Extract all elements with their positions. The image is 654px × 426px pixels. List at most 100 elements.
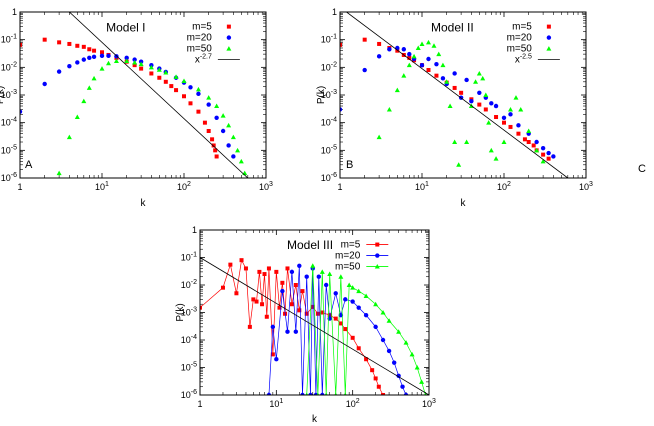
series-m-20-point bbox=[42, 81, 47, 87]
series-m-50-point bbox=[81, 98, 87, 104]
series-m-50-point bbox=[226, 122, 232, 128]
series-m-5-point bbox=[364, 357, 369, 362]
series-m-5-point bbox=[280, 280, 285, 285]
y-tick-label: 10-6 bbox=[1, 172, 17, 183]
series-m-5-point bbox=[274, 269, 279, 274]
series-m-20-point bbox=[106, 53, 111, 59]
x-tick-label: 1 bbox=[337, 182, 342, 192]
legend-label: m=20 bbox=[507, 33, 533, 44]
x-tick-label: 102 bbox=[177, 181, 191, 192]
series-m-20-point bbox=[477, 90, 482, 96]
series-m-50-point bbox=[513, 95, 519, 100]
legend-label: m=50 bbox=[507, 44, 533, 55]
y-axis-label: P(k) bbox=[175, 303, 186, 321]
series-m-5-point bbox=[343, 327, 348, 332]
series-m-5-point bbox=[477, 102, 482, 107]
series-m-50-point bbox=[310, 263, 316, 268]
series-m-20-point bbox=[434, 61, 439, 67]
series-m-5-point bbox=[320, 310, 325, 315]
series-m-50-point bbox=[338, 274, 344, 279]
series-m-20-point bbox=[297, 263, 302, 268]
series-m-20-point bbox=[350, 299, 355, 304]
series-x-2-5-line bbox=[346, 12, 569, 178]
y-tick-label: 10-1 bbox=[181, 252, 197, 263]
series-m-50-point bbox=[534, 147, 540, 153]
series-x-2-7-line bbox=[69, 12, 249, 178]
panel-letter: A bbox=[25, 159, 33, 171]
series-m-20-point bbox=[333, 291, 338, 296]
series-m-20-point bbox=[270, 324, 276, 330]
legend-label: m=5 bbox=[512, 22, 532, 33]
series-m-5-point bbox=[362, 37, 367, 42]
series-m-5-point bbox=[338, 321, 343, 326]
legend-label: m=20 bbox=[335, 251, 361, 262]
series-m-20-point bbox=[293, 329, 299, 334]
series-m-50-point bbox=[235, 147, 241, 153]
series-m-50-point bbox=[220, 113, 226, 118]
series-m-50-point bbox=[409, 351, 415, 357]
y-tick-label: 10-5 bbox=[1, 144, 17, 155]
legend: m=5m=20m=50x-2.7 bbox=[187, 22, 240, 66]
series-m-50-point bbox=[540, 158, 546, 164]
series-m-50-point bbox=[419, 379, 425, 384]
series-m-5-point bbox=[270, 352, 275, 357]
series-m-5-point bbox=[174, 88, 179, 93]
series-m-5-point bbox=[100, 50, 104, 55]
series-m-5-point bbox=[377, 41, 382, 46]
series-m-50-point bbox=[411, 53, 417, 59]
x-tick-label: 102 bbox=[497, 181, 511, 192]
series-m-5-point bbox=[254, 299, 259, 304]
series-m-20-point bbox=[387, 47, 392, 52]
series-m-5-point bbox=[243, 266, 248, 271]
legend-marker bbox=[375, 242, 380, 247]
series-m-5-point bbox=[81, 44, 86, 49]
series-m-20-point bbox=[362, 67, 367, 73]
series-m-50-point bbox=[425, 39, 431, 45]
plot-area bbox=[200, 257, 429, 395]
legend-marker bbox=[375, 253, 380, 258]
series-m-5-point bbox=[228, 262, 233, 267]
series-m-20-point bbox=[343, 297, 348, 302]
series-m-5-point bbox=[247, 324, 252, 329]
series-m-20-point bbox=[340, 107, 343, 112]
series-m-20-point bbox=[132, 57, 137, 62]
series-m-5-point bbox=[370, 368, 375, 373]
legend-marker bbox=[374, 264, 380, 269]
series-m-20-point bbox=[188, 85, 193, 90]
series-m-5-point bbox=[541, 152, 546, 157]
series-m-20-point bbox=[20, 109, 23, 114]
series-m-50-point bbox=[56, 170, 62, 176]
series-m-5-point bbox=[381, 393, 386, 395]
series-m-5-point bbox=[213, 148, 218, 153]
series-m-20-point bbox=[452, 71, 457, 76]
x-tick-label: 101 bbox=[415, 181, 429, 192]
series-m-5-point bbox=[211, 143, 216, 148]
series-m-50-point bbox=[415, 45, 421, 50]
series-m-5-point bbox=[297, 308, 302, 313]
series-m-20-point bbox=[280, 288, 285, 294]
series-m-50-point bbox=[124, 58, 130, 63]
chart-title: Model I bbox=[106, 20, 145, 34]
series-m-5-point bbox=[285, 266, 290, 271]
x-tick-label: 1 bbox=[197, 399, 202, 409]
legend: m=5m=20m=50x-2.5 bbox=[507, 22, 560, 66]
y-tick-label: 10-2 bbox=[1, 61, 17, 72]
series-m-5-point bbox=[210, 137, 215, 142]
series-m-50-point bbox=[334, 392, 338, 395]
series-m-20-point bbox=[534, 139, 539, 145]
series-m-5-point bbox=[182, 94, 186, 99]
series-m-20-point bbox=[196, 91, 201, 97]
series-m-50-point bbox=[148, 64, 154, 70]
series-m-50-point bbox=[456, 162, 462, 167]
series-m-50-point bbox=[394, 87, 400, 93]
series-m-5-point bbox=[483, 107, 488, 112]
series-m-5-point bbox=[277, 305, 282, 310]
x-axis-label: k bbox=[312, 414, 318, 425]
chart-title: Model III bbox=[287, 238, 333, 252]
legend-label: x-2.5 bbox=[515, 54, 532, 66]
series-m-20-point bbox=[99, 53, 105, 59]
series-m-50-point bbox=[488, 147, 494, 153]
series-m-5-point bbox=[526, 140, 531, 145]
series-m-50-point bbox=[173, 74, 179, 79]
series-m-5-point bbox=[139, 66, 144, 71]
